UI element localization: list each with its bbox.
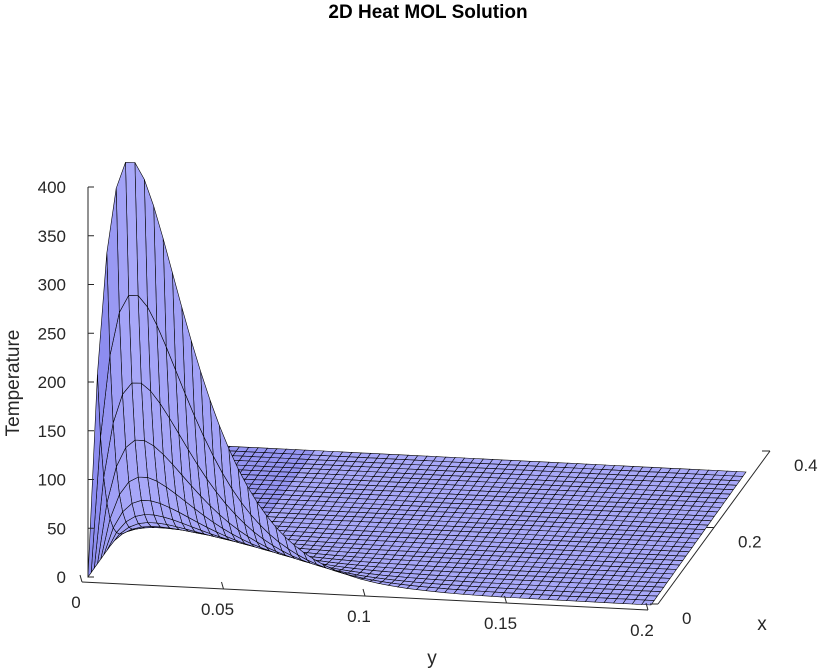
surface-mesh [87,162,747,606]
z-tick-label: 150 [38,422,66,441]
y-tick-label: 0 [71,593,80,612]
z-tick-label: 200 [38,373,66,392]
z-tick-group: 0 50 100 150 200 250 300 350 400 [38,178,94,587]
y-tick-mark [221,581,224,590]
chart-title: 2D Heat MOL Solution [328,2,527,23]
y-tick-label: 0.2 [630,621,654,640]
z-tick-label: 250 [38,324,66,343]
z-tick-label: 0 [57,568,66,587]
z-axis-label: Temperature [3,330,24,437]
y-tick-label: 0.05 [201,600,234,619]
x-tick-label: 0.4 [794,456,818,475]
z-tick-label: 400 [38,178,66,197]
surface-patch [87,374,101,578]
y-tick-mark [362,588,366,597]
z-tick-label: 300 [38,276,66,295]
x-axis-label: x [757,614,767,635]
y-tick-mark [645,602,649,611]
z-tick-label: 100 [38,471,66,490]
x-tick-group: 0 0.2 0.4 [650,450,818,628]
y-tick-group: 0 0.05 0.1 0.15 0.2 [71,574,654,640]
y-tick-label: 0.15 [484,614,517,633]
y-axis-label: y [427,648,437,669]
x-tick-label: 0 [682,609,691,628]
x-tick-label: 0.2 [738,533,762,552]
z-tick-label: 350 [38,227,66,246]
y-tick-label: 0.1 [347,607,371,626]
y-tick-mark [79,574,83,583]
z-tick-label: 50 [47,519,66,538]
y-tick-mark [504,595,507,604]
